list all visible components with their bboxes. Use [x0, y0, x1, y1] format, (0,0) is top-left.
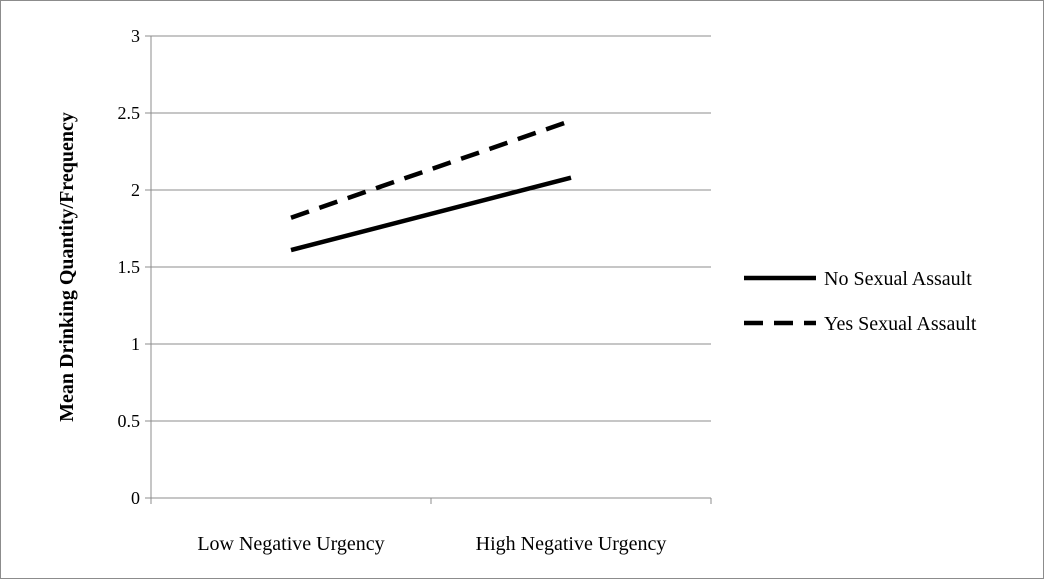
axes: [145, 35, 712, 504]
y-tick-label-0: 0: [131, 488, 140, 508]
legend-label-1: Yes Sexual Assault: [824, 313, 977, 335]
y-tick-label-4: 2: [131, 180, 140, 200]
y-tick-label-3: 1.5: [118, 257, 141, 277]
x-category-label-1: High Negative Urgency: [476, 533, 667, 555]
series-line-0: [290, 175, 572, 253]
legend-label-0: No Sexual Assault: [824, 268, 972, 290]
gridlines: [151, 35, 711, 422]
legend: No Sexual Assault Yes Sexual Assault: [744, 268, 977, 335]
series-line-1: [290, 118, 572, 220]
tick-labels: 0 0.5 1 1.5 2 2.5 3 Low Negative Urgency High Ne…: [118, 26, 667, 555]
series-lines: [290, 118, 572, 253]
y-tick-label-1: 0.5: [118, 411, 141, 431]
y-axis-title: Mean Drinking Quantity/Frequency: [56, 112, 78, 422]
x-category-label-0: Low Negative Urgency: [197, 533, 384, 555]
y-tick-label-5: 2.5: [118, 103, 141, 123]
y-tick-label-6: 3: [131, 26, 140, 46]
y-tick-label-2: 1: [131, 334, 140, 354]
